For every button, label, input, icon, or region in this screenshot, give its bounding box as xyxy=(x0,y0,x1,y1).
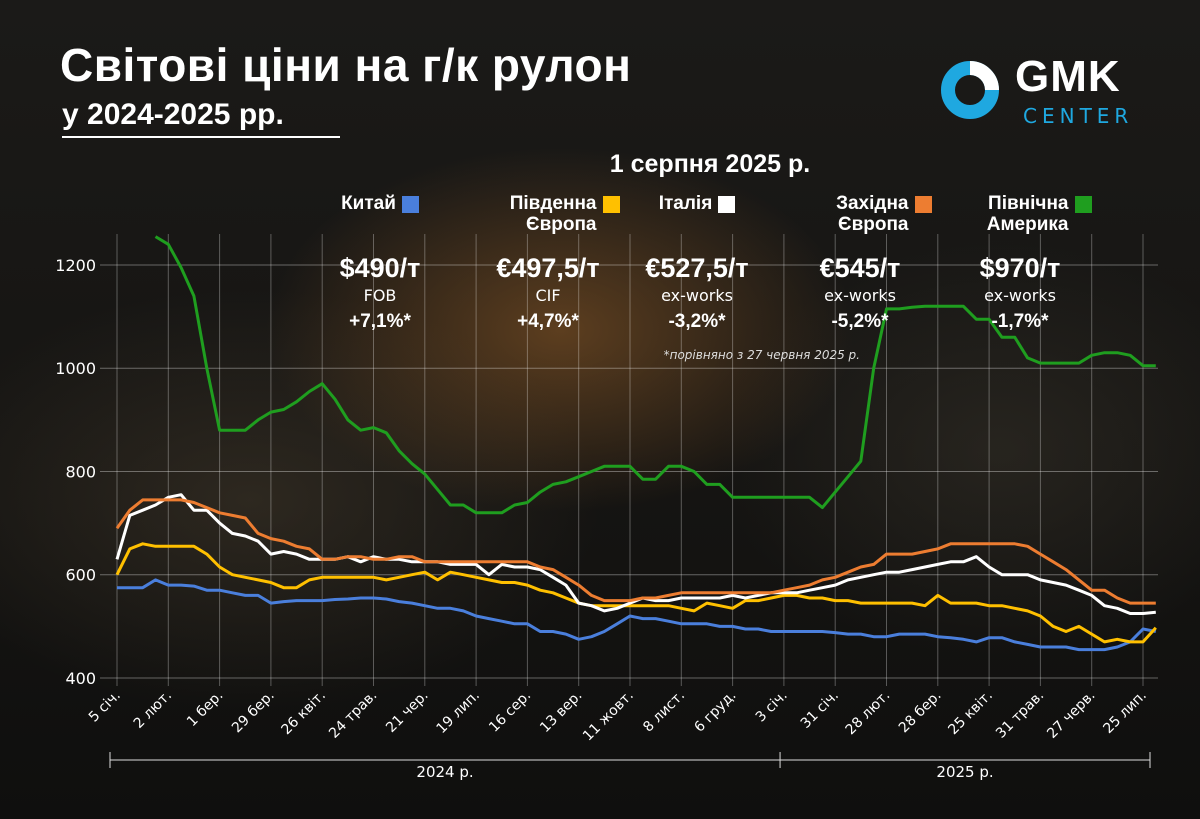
series-line xyxy=(115,498,1156,605)
legend-entry: Китай $490/т FOB +7,1%* xyxy=(285,193,475,333)
x-tick-label: 26 квіт. xyxy=(278,688,329,739)
legend-swatch xyxy=(602,196,620,213)
y-tick-label: 600 xyxy=(65,566,96,585)
year-label: 2024 р. xyxy=(416,763,473,781)
legend-basis: ex-works xyxy=(824,286,896,305)
legend-price: €527,5/т xyxy=(645,253,749,283)
legend-price: $970/т xyxy=(979,253,1061,283)
legend-change: +4,7%* xyxy=(517,311,579,332)
logo-subtext: CENTER xyxy=(1023,104,1134,128)
x-tick-label: 3 січ. xyxy=(753,688,791,726)
x-tick-label: 25 квіт. xyxy=(945,688,996,739)
x-tick-label: 31 січ. xyxy=(798,688,842,732)
footnote: *порівняно з 27 червня 2025 р. xyxy=(663,348,860,362)
legend-name: Італія xyxy=(658,193,713,214)
legend-name-row: Західна Європа xyxy=(765,193,955,245)
legend-swatch xyxy=(914,196,932,213)
legend-name-row: Китай xyxy=(285,193,475,245)
legend-basis: CIF xyxy=(535,286,561,305)
x-tick-label: 5 січ. xyxy=(86,688,124,726)
title: Світові ціни на г/к рулон xyxy=(60,39,632,91)
legend-swatch xyxy=(401,196,419,213)
legend-entry: Західна Європа €545/т ex-works -5,2%* xyxy=(765,193,955,333)
x-tick-label: 29 бер. xyxy=(229,688,278,737)
legend-entry: Північна Америка $970/т ex-works -1,7%* xyxy=(925,193,1115,333)
legend-swatch xyxy=(718,196,736,213)
x-tick-label: 8 лист. xyxy=(640,688,688,736)
x-tick-label: 24 трав. xyxy=(326,688,380,742)
legend-price: €497,5/т xyxy=(496,253,600,283)
logo-icon xyxy=(941,61,999,119)
x-tick-label: 28 лют. xyxy=(843,688,894,739)
x-tick-label: 19 лип. xyxy=(433,688,482,737)
x-tick-label: 13 вер. xyxy=(537,688,585,736)
legend-change: -1,7%* xyxy=(991,311,1049,332)
legend-name: Північна Америка xyxy=(986,193,1069,235)
legend-name-row: Південна Європа xyxy=(453,193,643,245)
legend-name-row: Італія xyxy=(602,193,792,245)
x-tick-label: 25 лип. xyxy=(1100,688,1149,737)
legend-name-row: Північна Америка xyxy=(925,193,1115,245)
x-tick-label: 2 лют. xyxy=(131,688,175,732)
x-tick-label: 16 сер. xyxy=(486,688,534,736)
date: 1 серпня 2025 р. xyxy=(609,150,811,178)
legend-price: €545/т xyxy=(819,253,901,283)
legend-name: Китай xyxy=(341,193,396,214)
series-line xyxy=(115,493,1156,615)
y-tick-label: 1200 xyxy=(55,256,96,275)
legend-change: -5,2%* xyxy=(831,311,889,332)
legend-basis: ex-works xyxy=(984,286,1056,305)
series-line xyxy=(154,235,1156,515)
legend-swatch xyxy=(1074,196,1092,213)
x-tick-label: 21 чер. xyxy=(383,688,431,736)
legend-entry: Італія €527,5/т ex-works -3,2%* xyxy=(602,193,792,333)
legend-entry: Південна Європа €497,5/т CIF +4,7%* xyxy=(453,193,643,333)
subtitle: у 2024-2025 рр. xyxy=(62,98,340,138)
x-tick-label: 1 бер. xyxy=(184,688,226,730)
legend-basis: ex-works xyxy=(661,286,733,305)
legend-name: Південна Європа xyxy=(509,193,597,235)
x-tick-label: 6 груд. xyxy=(691,688,739,736)
x-tick-label: 28 бер. xyxy=(896,688,945,737)
y-tick-label: 800 xyxy=(65,462,96,481)
year-label: 2025 р. xyxy=(936,763,993,781)
y-tick-label: 1000 xyxy=(55,359,96,378)
logo-text: GMK xyxy=(1015,52,1121,101)
legend-price: $490/т xyxy=(339,253,421,283)
legend-name: Західна Європа xyxy=(836,193,909,235)
series-line xyxy=(115,542,1157,644)
y-tick-label: 400 xyxy=(65,669,96,688)
legend-change: +7,1%* xyxy=(349,311,411,332)
series-line xyxy=(117,578,1157,652)
x-tick-label: 11 жовт. xyxy=(580,688,637,745)
x-tick-label: 27 черв. xyxy=(1044,688,1098,742)
legend-change: -3,2%* xyxy=(668,311,726,332)
x-tick-label: 31 трав. xyxy=(993,688,1047,742)
legend-basis: FOB xyxy=(363,286,397,305)
